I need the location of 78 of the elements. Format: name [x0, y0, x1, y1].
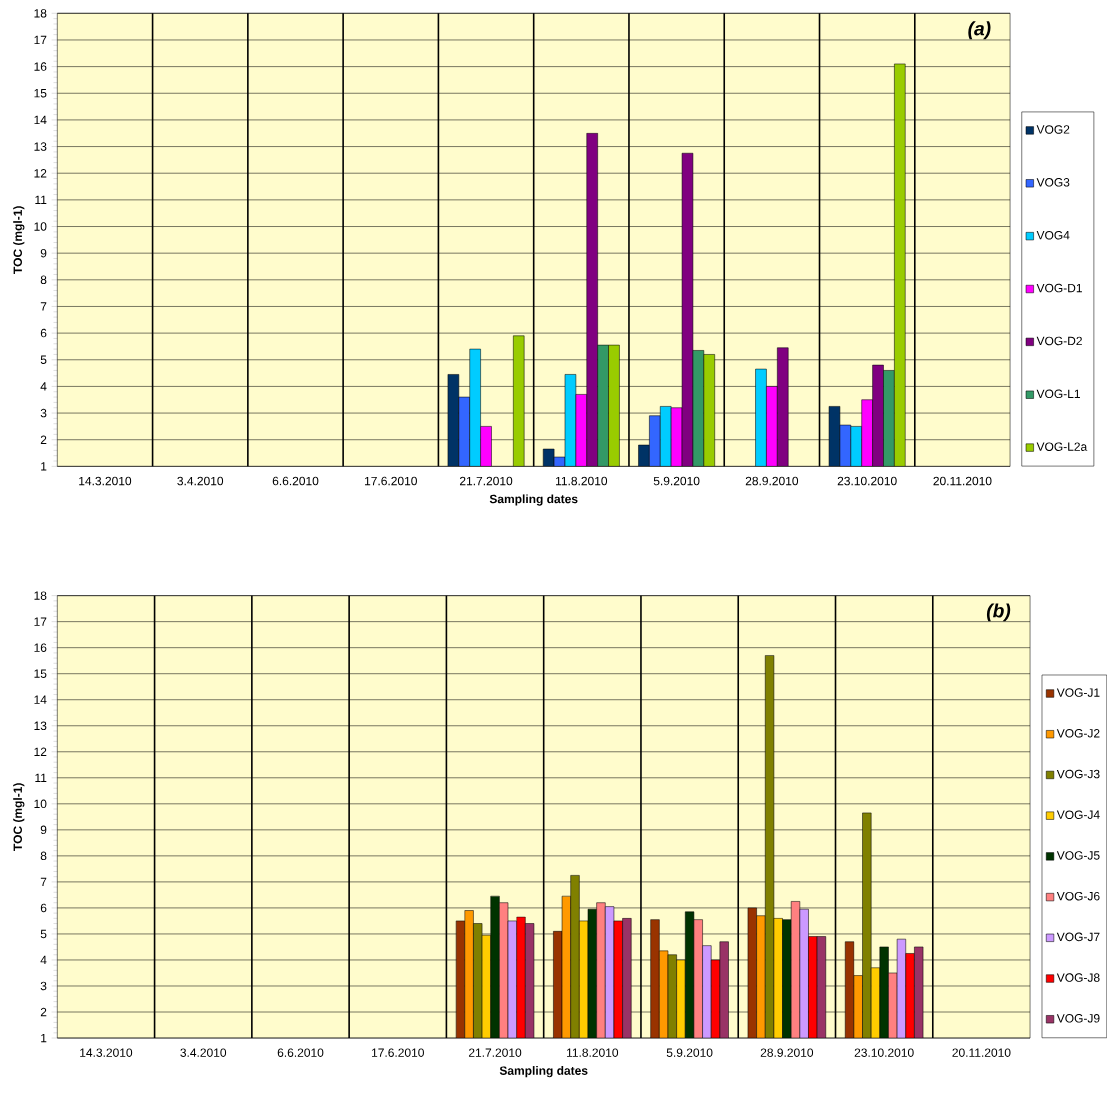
chart-title: (b) [986, 603, 1011, 622]
y-tick-label: 12 [34, 169, 47, 178]
legend-label: VOG-J9 [1056, 1014, 1100, 1023]
x-tick-label: 3.4.2010 [177, 476, 224, 486]
y-tick-label: 17 [34, 617, 47, 626]
legend-label: VOG-J6 [1056, 891, 1100, 901]
legend-label: VOG-D2 [1036, 336, 1082, 346]
x-tick-label: 28.9.2010 [745, 476, 799, 486]
y-tick-label: 10 [34, 799, 47, 809]
x-tick-label: 23.10.2010 [837, 476, 897, 486]
x-tick-label: 28.9.2010 [760, 1048, 814, 1057]
y-tick-label: 16 [34, 643, 47, 652]
y-tick-label: 18 [34, 9, 47, 18]
legend-label: VOG-L2a [1036, 442, 1088, 451]
y-tick-label: 6 [40, 903, 47, 913]
x-tick-label: 14.3.2010 [80, 1048, 133, 1057]
y-tick-label: 6 [40, 328, 47, 338]
x-tick-label: 5.9.2010 [666, 1048, 713, 1057]
y-tick-label: 12 [34, 747, 47, 756]
x-tick-label: 6.6.2010 [277, 1048, 324, 1057]
y-tick-label: 10 [34, 222, 47, 231]
legend-label: VOG-J2 [1056, 729, 1100, 738]
legend-label: VOG-J5 [1056, 851, 1100, 860]
legend-label: VOG-J3 [1056, 769, 1100, 779]
y-axis-title: TOC (mgl-1) [13, 206, 25, 274]
y-tick-label: 3 [40, 408, 47, 418]
x-tick-label: 17.6.2010 [372, 1048, 424, 1057]
x-tick-label: 14.3.2010 [79, 476, 132, 486]
y-tick-label: 8 [40, 275, 47, 285]
y-tick-label: 13 [34, 142, 47, 151]
y-tick-label: 3 [40, 981, 47, 991]
x-tick-label: 20.11.2010 [952, 1048, 1011, 1057]
x-axis-title: Sampling dates [489, 494, 578, 506]
y-tick-label: 16 [34, 62, 47, 71]
legend-label: VOG2 [1036, 125, 1070, 134]
y-tick-label: 5 [40, 929, 47, 939]
x-tick-label: 21.7.2010 [468, 1048, 522, 1057]
legend-label: VOG4 [1036, 230, 1070, 240]
y-tick-label: 2 [40, 435, 47, 444]
y-tick-label: 5 [40, 355, 47, 364]
legend-label: VOG-L1 [1036, 389, 1080, 399]
y-tick-label: 7 [40, 877, 47, 887]
y-tick-label: 1 [41, 1033, 47, 1043]
y-tick-label: 14 [34, 115, 47, 125]
y-tick-label: 11 [35, 195, 47, 204]
x-axis-title: Sampling dates [499, 1066, 588, 1078]
x-tick-label: 23.10.2010 [854, 1048, 914, 1057]
x-tick-label: 21.7.2010 [459, 476, 513, 486]
chart-title: (a) [968, 21, 991, 40]
legend-label: VOG-J1 [1056, 688, 1100, 697]
y-tick-label: 17 [34, 35, 47, 45]
legend-label: VOG-D1 [1036, 283, 1082, 293]
x-tick-label: 11.8.2010 [567, 1048, 619, 1057]
legend-label: VOG3 [1036, 178, 1070, 187]
y-tick-label: 1 [41, 462, 47, 471]
y-tick-label: 7 [40, 302, 47, 311]
y-tick-label: 4 [40, 955, 47, 965]
legend-label: VOG-J7 [1056, 932, 1100, 942]
y-axis-title: TOC (mgl-1) [13, 783, 25, 851]
y-tick-label: 13 [34, 721, 47, 730]
x-tick-label: 6.6.2010 [272, 476, 319, 486]
y-tick-label: 4 [40, 382, 47, 391]
y-tick-label: 15 [34, 669, 47, 678]
y-tick-label: 9 [40, 248, 47, 258]
x-tick-label: 17.6.2010 [365, 476, 417, 486]
y-tick-label: 15 [34, 89, 47, 98]
legend-label: VOG-J8 [1056, 973, 1100, 982]
y-tick-label: 2 [40, 1007, 47, 1017]
y-tick-label: 18 [34, 591, 47, 600]
x-tick-label: 5.9.2010 [653, 476, 700, 486]
y-tick-label: 9 [40, 825, 47, 835]
x-tick-label: 3.4.2010 [180, 1048, 227, 1057]
legend-label: VOG-J4 [1056, 810, 1100, 819]
x-tick-label: 20.11.2010 [933, 476, 992, 486]
x-tick-label: 11.8.2010 [556, 476, 608, 486]
y-tick-label: 11 [35, 773, 47, 782]
y-tick-label: 8 [40, 851, 47, 861]
y-tick-label: 14 [34, 695, 47, 704]
